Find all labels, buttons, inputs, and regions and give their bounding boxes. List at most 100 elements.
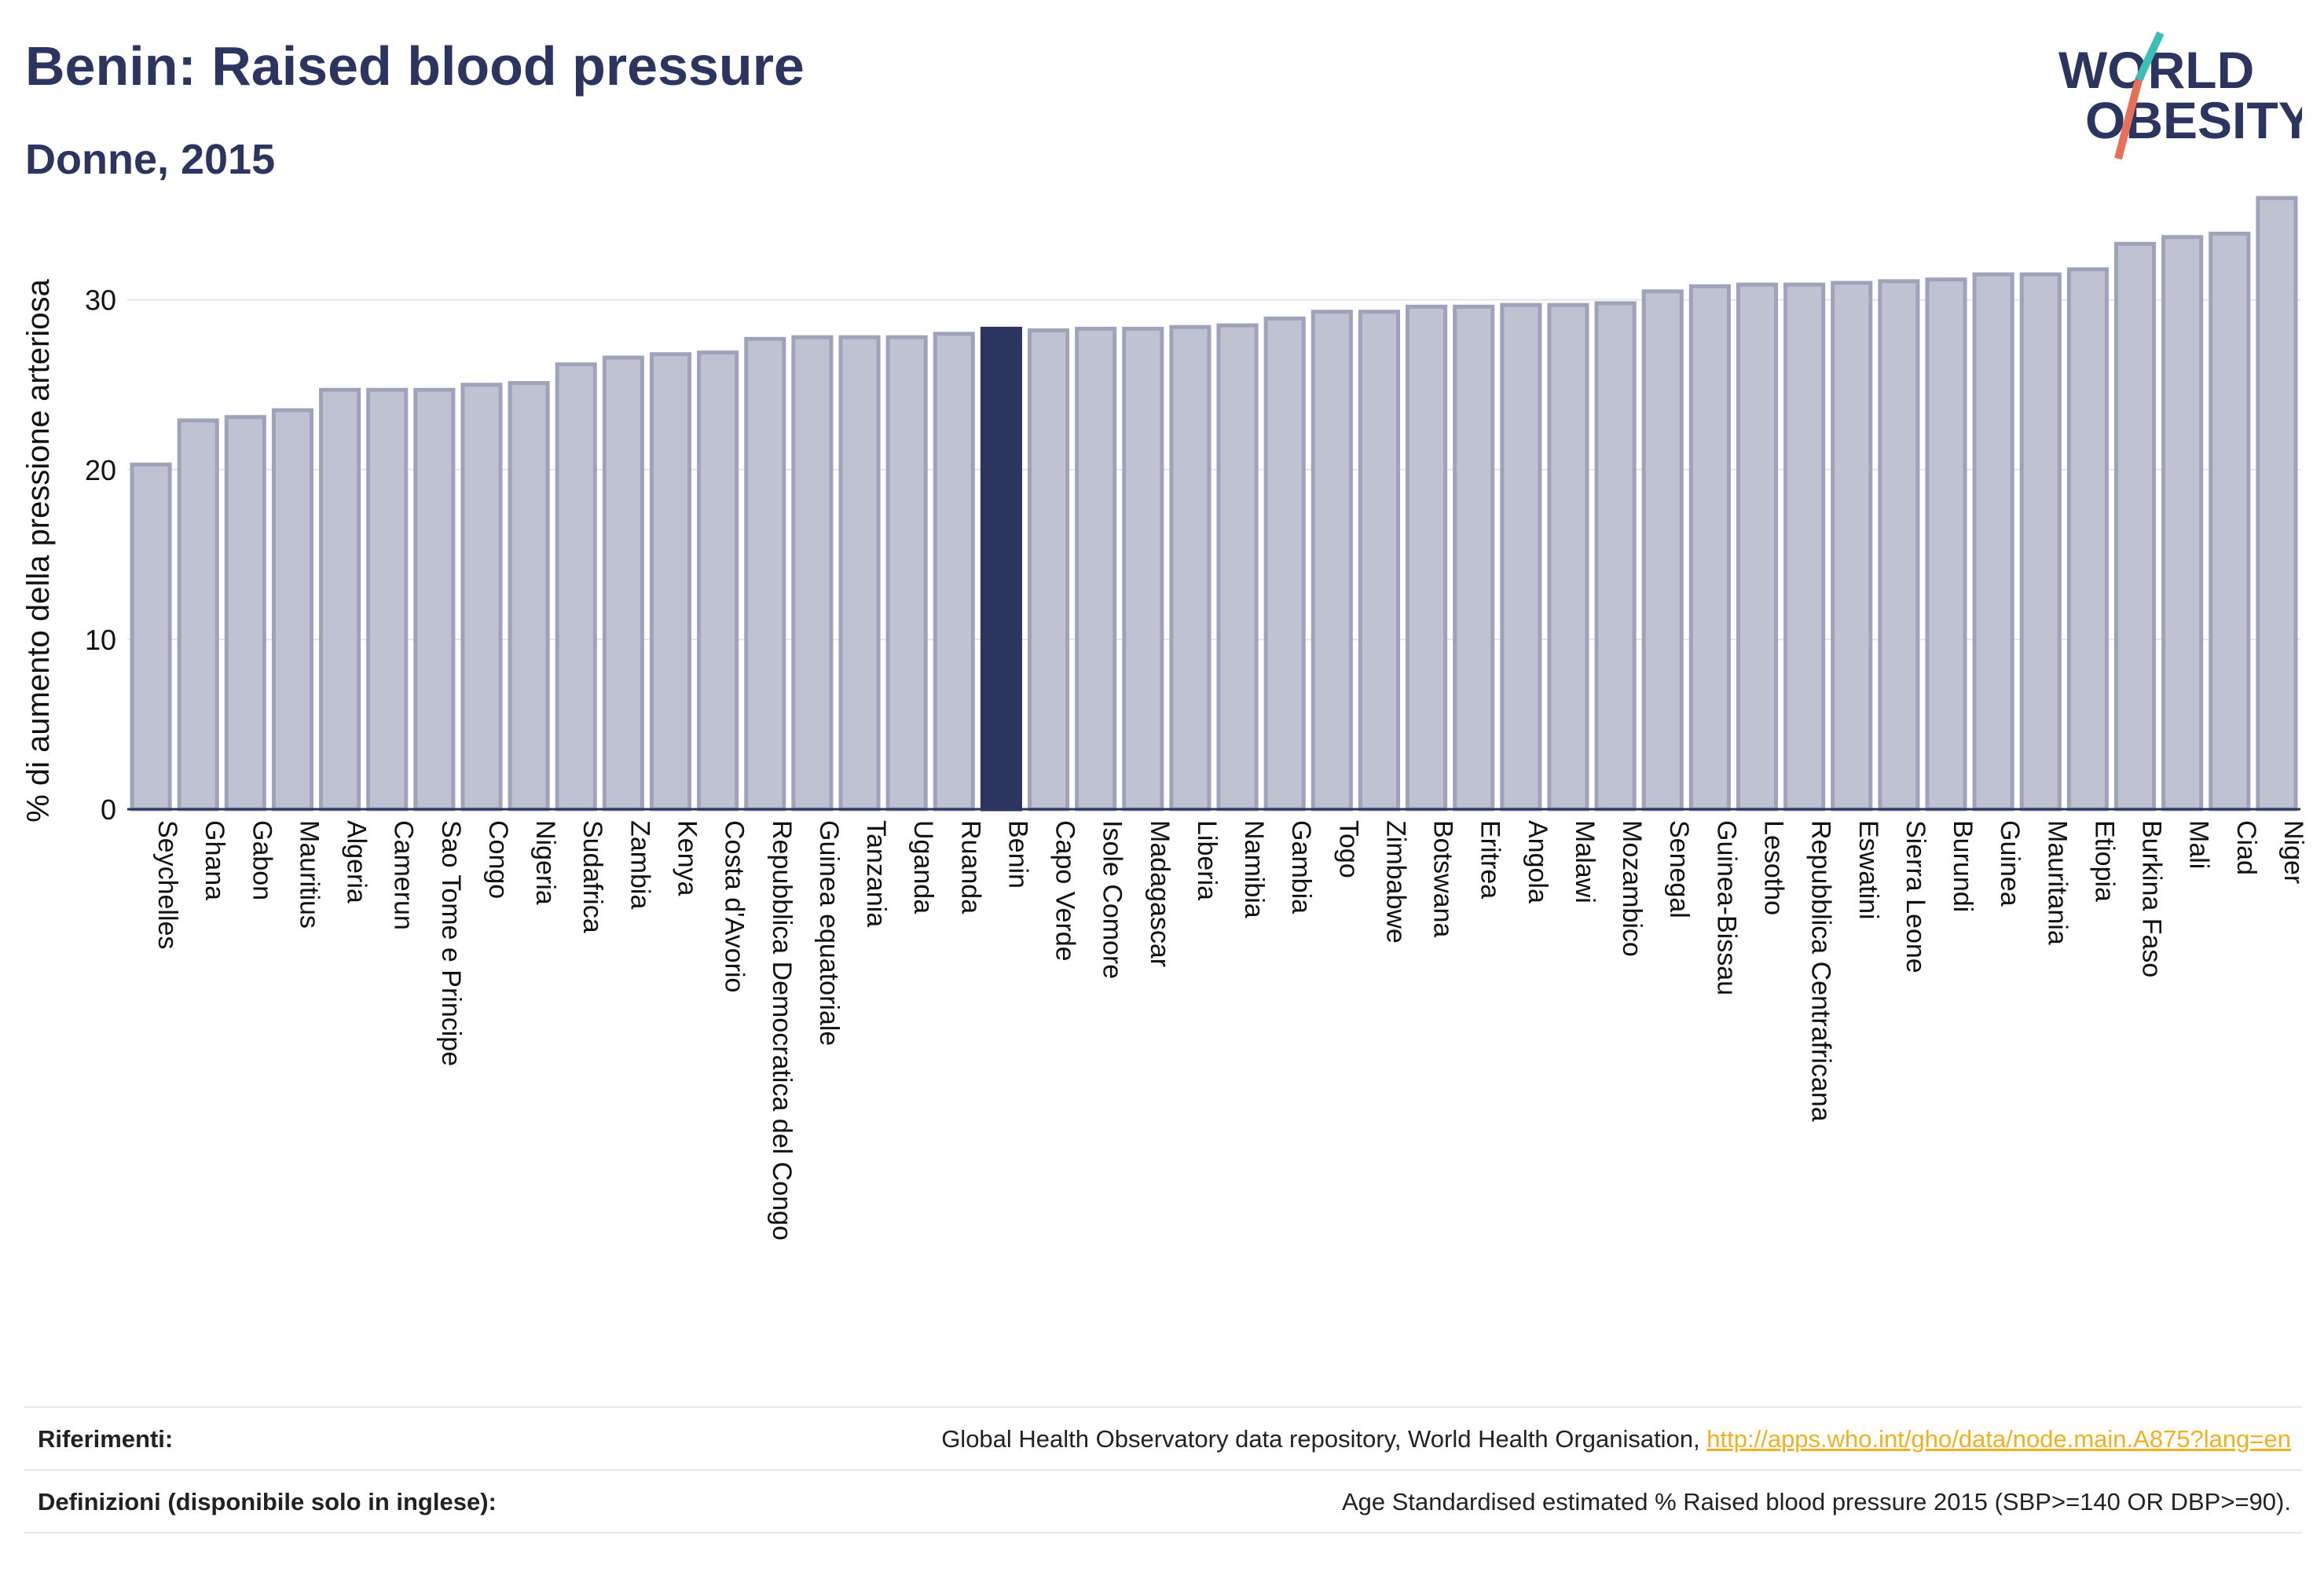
bar — [791, 335, 834, 812]
bar-chart: 0 10 20 30 Seychelles Ghana Gabon Mauritius Alg… — [21, 196, 2308, 1241]
x-tick-label: Burkina Faso — [2137, 820, 2167, 977]
x-tick-label: Sao Tome e Principe — [436, 820, 466, 1066]
definitions-value: Age Standardised estimated % Raised bloo… — [1341, 1488, 2291, 1516]
x-tick-label: Zambia — [625, 820, 654, 909]
x-tick-label: Lesotho — [1759, 820, 1789, 915]
x-tick-label: Nigeria — [530, 820, 560, 905]
x-tick-label: Ciad — [2231, 820, 2261, 875]
x-tick-label: Burundi — [1948, 820, 1978, 912]
x-tick-label: Costa d'Avorio — [720, 820, 750, 992]
x-tick-label: Liberia — [1192, 820, 1222, 900]
bar — [602, 355, 644, 812]
bar — [1169, 324, 1211, 812]
x-tick-label: Benin — [1003, 820, 1032, 889]
x-tick-label: Guinea — [1995, 820, 2025, 907]
bar — [319, 387, 361, 812]
bar — [366, 387, 409, 812]
x-tick-label: Repubblica Centrafricana — [1806, 820, 1836, 1122]
x-tick-label: Mozambico — [1617, 820, 1647, 957]
logo-slash-coral — [2114, 79, 2143, 160]
bar — [1831, 280, 1873, 812]
y-axis-ticks: 0 10 20 30 — [85, 284, 116, 826]
x-tick-label: Seychelles — [152, 820, 182, 949]
x-tick-label: Sierra Leone — [1901, 820, 1930, 973]
x-tick-label: Guinea-Bissau — [1711, 820, 1741, 995]
x-tick-label: Botswana — [1428, 820, 1458, 937]
bar — [1406, 304, 1448, 812]
x-tick-label: Eritrea — [1475, 820, 1505, 899]
x-tick-label: Etiopia — [2089, 820, 2119, 902]
x-tick-label: Mauritius — [294, 820, 324, 929]
x-tick-label: Gabon — [247, 820, 277, 900]
bar — [271, 408, 314, 812]
bar — [1216, 323, 1259, 812]
bar — [697, 350, 739, 812]
x-tick-label: Ruanda — [955, 820, 985, 914]
y-tick-label: 20 — [85, 454, 116, 486]
x-tick-label: Togo — [1333, 820, 1363, 878]
bar — [2209, 231, 2251, 812]
x-tick-label: Uganda — [908, 820, 938, 914]
x-tick-label: Namibia — [1239, 820, 1269, 918]
bar — [1500, 302, 1542, 812]
x-tick-label: Repubblica Democratica del Congo — [767, 820, 797, 1241]
definitions-row: Definizioni (disponibile solo in inglese… — [24, 1469, 2302, 1534]
x-tick-label: Ghana — [200, 820, 229, 900]
bar — [460, 383, 503, 812]
bar — [2019, 272, 2062, 812]
references-link[interactable]: http://apps.who.int/gho/data/node.main.A… — [1706, 1425, 2291, 1453]
bar — [224, 415, 266, 812]
bar — [649, 352, 692, 812]
bar — [1358, 310, 1401, 812]
bar — [1263, 316, 1306, 812]
bar — [177, 418, 219, 812]
bar — [885, 335, 928, 812]
bar — [933, 332, 975, 812]
bar — [1027, 328, 1070, 812]
x-tick-label: Gambia — [1286, 820, 1316, 914]
x-tick-label: Sudafrica — [577, 820, 607, 933]
bar-highlight — [980, 326, 1022, 812]
bar — [1310, 310, 1353, 812]
bar — [1925, 277, 1967, 812]
world-obesity-logo: WORLD OBESITY — [2058, 31, 2302, 160]
page-title: Benin: Raised blood pressure — [25, 35, 805, 97]
page-subtitle: Donne, 2015 — [25, 136, 276, 183]
x-tick-label: Mali — [2184, 820, 2214, 869]
bar — [2066, 267, 2109, 812]
bar — [555, 362, 597, 812]
x-tick-label: Capo Verde — [1050, 820, 1080, 962]
bar — [1783, 282, 1826, 812]
x-tick-label: Malawi — [1570, 820, 1600, 903]
references-text: Global Health Observatory data repositor… — [941, 1425, 1707, 1453]
x-tick-label: Camerun — [389, 820, 419, 930]
bar — [1122, 326, 1164, 812]
x-tick-label: Kenya — [673, 820, 702, 896]
bar — [1736, 282, 1779, 812]
x-tick-label: Angola — [1523, 820, 1552, 903]
x-axis-labels: Seychelles Ghana Gabon Mauritius Algeria Came… — [152, 820, 2308, 1241]
x-tick-label: Tanzania — [861, 820, 891, 927]
x-tick-label: Zimbabwe — [1380, 820, 1410, 944]
x-tick-label: Mauritania — [2042, 820, 2072, 945]
y-axis-label: % di aumento della pressione arteriosa — [21, 279, 56, 823]
x-tick-label: Senegal — [1664, 820, 1694, 918]
bar — [1547, 302, 1589, 812]
bar — [1641, 289, 1684, 812]
x-tick-label: Algeria — [342, 820, 372, 903]
y-tick-label: 30 — [85, 284, 116, 317]
bar — [2256, 196, 2298, 812]
bars — [130, 196, 2298, 812]
bar — [1075, 326, 1117, 812]
references-row: Riferimenti: Global Health Observatory d… — [24, 1406, 2302, 1471]
references-label: Riferimenti: — [38, 1425, 174, 1453]
references-value: Global Health Observatory data repositor… — [941, 1425, 2291, 1453]
bar — [1453, 304, 1495, 812]
bar — [130, 462, 172, 812]
x-tick-label: Niger — [2278, 820, 2308, 884]
x-tick-label: Madagascar — [1145, 820, 1175, 967]
bar — [508, 381, 550, 812]
bar — [413, 387, 456, 812]
y-tick-label: 10 — [85, 624, 116, 656]
bar — [2161, 235, 2204, 812]
